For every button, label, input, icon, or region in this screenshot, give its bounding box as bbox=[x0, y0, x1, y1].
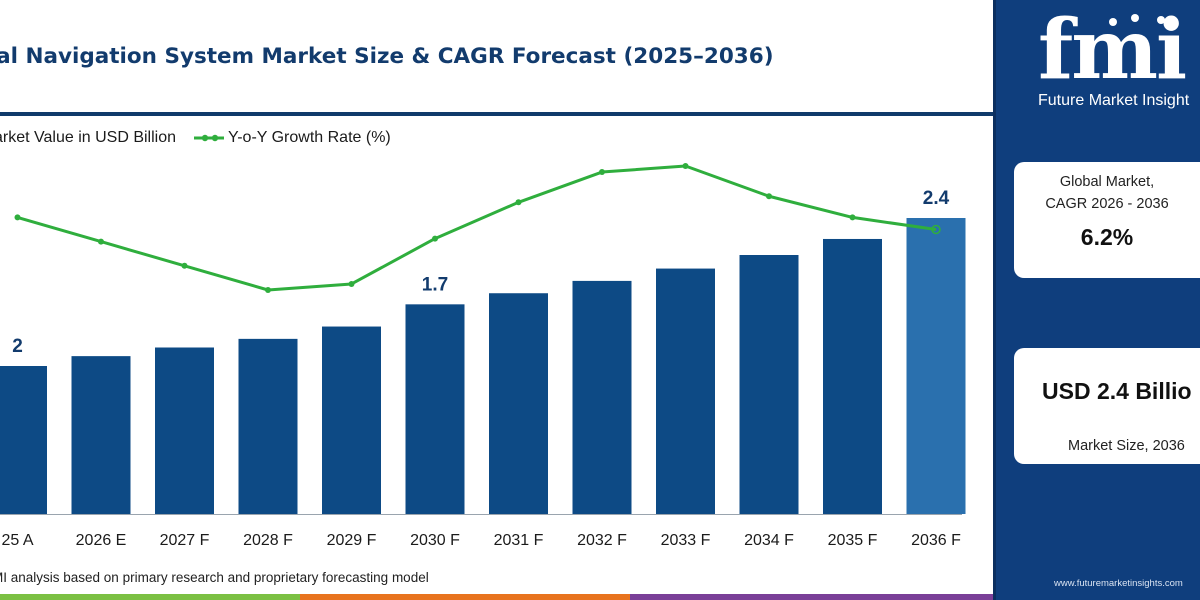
bar bbox=[823, 238, 882, 514]
bar bbox=[656, 268, 715, 514]
growth-rate-point bbox=[432, 235, 438, 242]
market-size-card: USD 2.4 Billio Market Size, 2036 bbox=[1014, 348, 1200, 464]
growth-rate-point bbox=[931, 224, 941, 235]
x-tick-label: 2034 F bbox=[744, 532, 794, 549]
bar bbox=[238, 338, 298, 514]
growth-rate-point bbox=[348, 280, 355, 287]
title-divider bbox=[0, 112, 993, 116]
source-note: MI analysis based on primary research an… bbox=[0, 570, 429, 585]
x-tick-label: 2032 F bbox=[577, 532, 627, 549]
growth-rate-line bbox=[17, 164, 937, 292]
x-tick-label: 2031 F bbox=[494, 532, 544, 549]
chart-title: ical Navigation System Market Size & CAG… bbox=[0, 44, 774, 69]
bar bbox=[322, 326, 381, 514]
growth-rate-point bbox=[599, 169, 605, 176]
bar bbox=[405, 304, 465, 514]
bar bbox=[155, 347, 214, 514]
x-tick-label: 2027 F bbox=[160, 532, 210, 549]
cagr-card: Global Market, CAGR 2026 - 2036 6.2% bbox=[1014, 162, 1200, 278]
growth-rate-point bbox=[766, 193, 772, 200]
x-tick-label: 2029 F bbox=[327, 532, 377, 549]
brand-panel bbox=[993, 0, 1200, 600]
growth-rate-point bbox=[515, 199, 522, 206]
logo-subtitle: Future Market Insight bbox=[1038, 92, 1190, 109]
growth-rate-point bbox=[181, 262, 188, 269]
bar bbox=[489, 293, 548, 514]
chart-legend: arket Value in USD Billion Y-o-Y Growth … bbox=[0, 127, 391, 149]
logo-figures-icon bbox=[1109, 14, 1165, 26]
market-chart: 25 A 2 2026 E 2027 F 2028 F 2029 F 2030 F 1.7 20… bbox=[0, 163, 966, 549]
market-size-label: Market Size, 2036 bbox=[1068, 438, 1185, 454]
bar bbox=[71, 356, 131, 514]
growth-rate-point bbox=[14, 214, 21, 221]
bar-data-label: 1.7 bbox=[422, 274, 448, 295]
growth-rate-point bbox=[682, 163, 689, 169]
growth-rate-point bbox=[265, 287, 271, 293]
bar-data-label: 2.4 bbox=[923, 188, 950, 209]
cagr-label-line1: Global Market, bbox=[1059, 174, 1155, 190]
bottom-color-strip bbox=[0, 594, 993, 600]
x-tick-label: 2036 F bbox=[911, 532, 961, 549]
x-tick-label: 25 A bbox=[1, 532, 33, 549]
x-tick-label: 2028 F bbox=[243, 532, 293, 549]
bar bbox=[0, 366, 47, 514]
market-size-value: USD 2.4 Billio bbox=[1042, 378, 1192, 404]
legend-line-label: Y-o-Y Growth Rate (%) bbox=[228, 129, 391, 146]
legend-line-icon bbox=[194, 134, 225, 142]
bar-data-label: 2 bbox=[12, 336, 23, 357]
growth-rate-point bbox=[849, 214, 856, 221]
bar bbox=[739, 255, 799, 514]
legend-bar-label: arket Value in USD Billion bbox=[0, 129, 177, 146]
growth-rate-point bbox=[98, 238, 104, 245]
bar bbox=[906, 218, 966, 514]
bar bbox=[572, 280, 632, 514]
x-tick-label: 2035 F bbox=[828, 532, 878, 549]
cagr-label-line2: CAGR 2026 - 2036 bbox=[1045, 196, 1169, 212]
cagr-value: 6.2% bbox=[1080, 224, 1134, 250]
x-tick-label: 2026 E bbox=[76, 532, 127, 549]
x-tick-label: 2030 F bbox=[410, 532, 460, 549]
website-link[interactable]: www.futuremarketinsights.com bbox=[1054, 578, 1183, 589]
x-tick-label: 2033 F bbox=[661, 532, 711, 549]
